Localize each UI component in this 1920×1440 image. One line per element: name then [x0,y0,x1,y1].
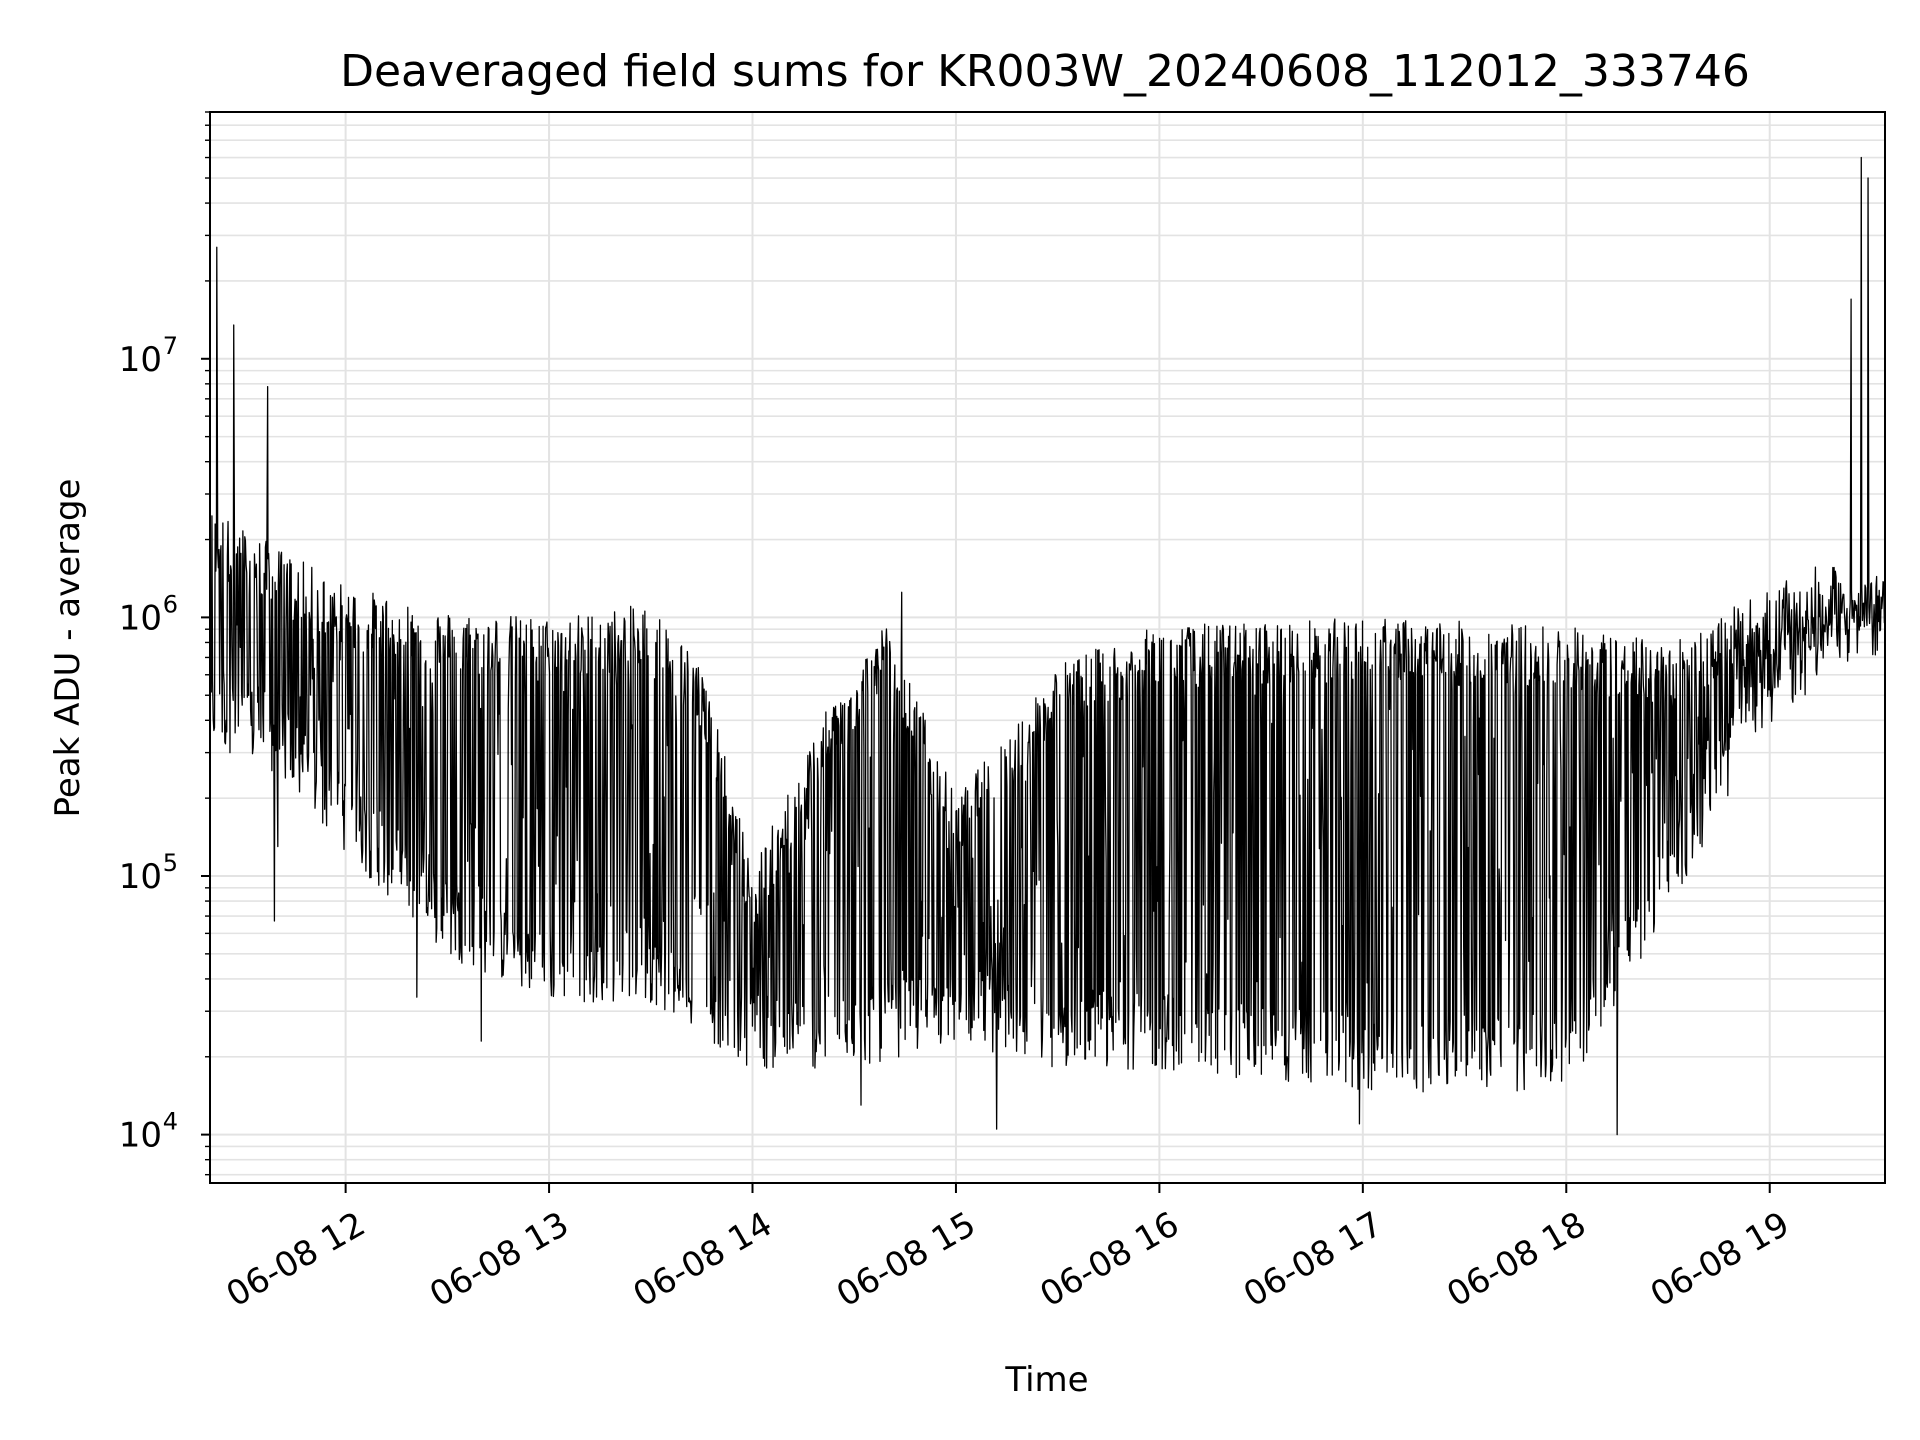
x-axis-label: Time [1004,1360,1088,1400]
series-line [209,156,1886,1136]
chart-title: Deaveraged field sums for KR003W_2024060… [340,46,1750,97]
x-tick-label: 06-08 12 [220,1204,372,1315]
plot-frame [209,111,1886,1184]
y-axis-label: Peak ADU - average [48,479,88,818]
y-tick-label: 105 [119,849,178,897]
y-tick-label-exponent: 7 [163,332,178,360]
x-tick-label: 06-08 17 [1237,1204,1389,1315]
x-tick-label: 06-08 19 [1644,1204,1796,1315]
x-tick-label: 06-08 14 [627,1204,779,1315]
x-tick-label: 06-08 16 [1033,1204,1185,1315]
y-tick-label: 104 [119,1108,178,1156]
y-tick-label-exponent: 5 [163,849,178,877]
x-tick-label: 06-08 18 [1440,1204,1592,1315]
x-tick-label: 06-08 13 [423,1204,575,1315]
series-layer [209,156,1886,1136]
y-tick-label-exponent: 4 [163,1108,178,1136]
x-axis: 06-08 12 06-08 13 06-08 14 06-08 15 06-08 16… [220,1183,1796,1315]
y-tick-label-exponent: 6 [163,590,178,618]
y-tick-label: 107 [119,332,178,380]
y-axis: 104 105 106 107 [119,111,210,1176]
y-tick-label: 106 [119,590,178,638]
x-tick-label: 06-08 15 [830,1204,982,1315]
